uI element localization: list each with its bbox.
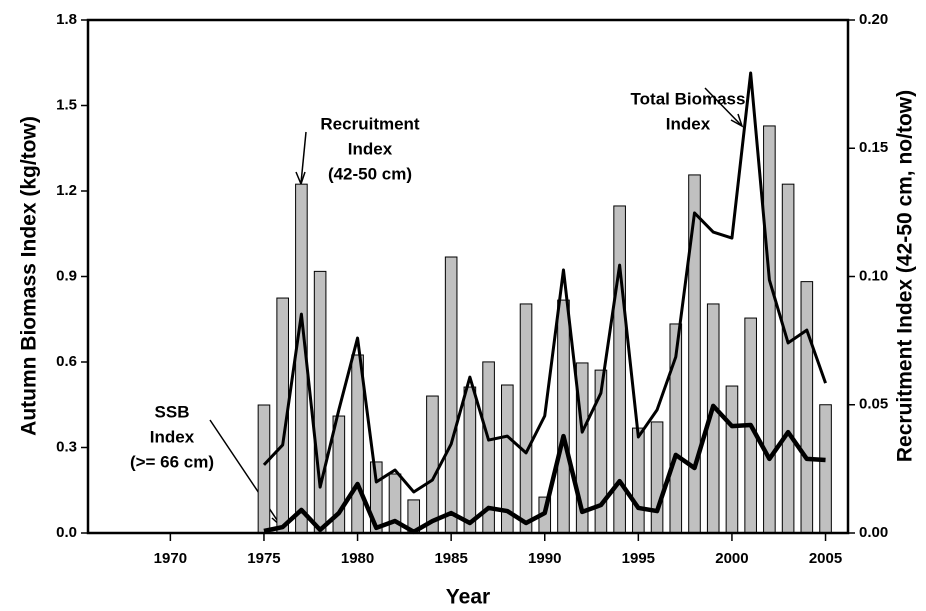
y2-tick-label: 0.00	[859, 524, 888, 541]
y-tick-label: 0.0	[56, 524, 77, 541]
bar	[313, 270, 327, 534]
y-tick-label: 0.6	[56, 353, 77, 370]
bar	[519, 303, 533, 534]
arrow	[209, 419, 282, 527]
y-tick-label: 1.5	[56, 96, 77, 113]
arrow	[704, 87, 742, 126]
annotation: Index	[348, 139, 393, 158]
y2-tick-label: 0.05	[859, 396, 888, 413]
annotation: Index	[666, 114, 711, 133]
line	[263, 403, 826, 535]
annotation: Index	[150, 427, 195, 446]
y-tick-label: 0.3	[56, 438, 77, 455]
annotation: (42-50 cm)	[328, 164, 412, 183]
y2-axis-label: Recruitment Index (42-50 cm, no/tow)	[894, 90, 917, 462]
bar	[763, 125, 776, 534]
x-tick-label: 2000	[715, 550, 748, 567]
arrowhead	[295, 171, 306, 187]
bar	[688, 174, 701, 534]
y2-tick-label: 0.15	[859, 139, 888, 156]
x-tick-label: 1975	[247, 550, 280, 567]
x-tick-label: 1970	[154, 550, 187, 567]
bar	[257, 404, 271, 534]
bar	[632, 427, 645, 534]
x-tick-label: 1995	[622, 550, 655, 567]
x-tick-label: 2005	[809, 550, 842, 567]
x-tick-label: 1980	[341, 550, 374, 567]
y-tick-label: 0.9	[56, 267, 77, 284]
y-axis-label: Autumn Biomass Index (kg/tow)	[18, 116, 41, 436]
x-tick-label: 1985	[434, 550, 467, 567]
arrowhead	[730, 113, 744, 128]
arrow	[300, 131, 307, 184]
bar	[781, 183, 795, 534]
y2-tick-label: 0.20	[859, 11, 888, 28]
bar	[650, 421, 664, 534]
bar	[444, 256, 458, 534]
bar	[557, 299, 570, 534]
line	[262, 71, 827, 494]
annotation: Total Biomass	[631, 89, 746, 108]
bar	[351, 354, 364, 534]
x-tick-label: 1990	[528, 550, 561, 567]
bar	[426, 395, 439, 534]
annotation: Recruitment	[320, 114, 420, 133]
bar	[463, 386, 477, 534]
x-axis-label: Year	[446, 586, 490, 609]
bar	[819, 404, 832, 534]
y2-tick-label: 0.10	[859, 267, 888, 284]
bar	[725, 385, 739, 534]
y-tick-label: 1.8	[56, 11, 77, 28]
bar	[800, 281, 814, 534]
annotation: SSB	[155, 402, 190, 421]
y-tick-label: 1.2	[56, 182, 77, 199]
annotation: (>= 66 cm)	[130, 452, 214, 471]
